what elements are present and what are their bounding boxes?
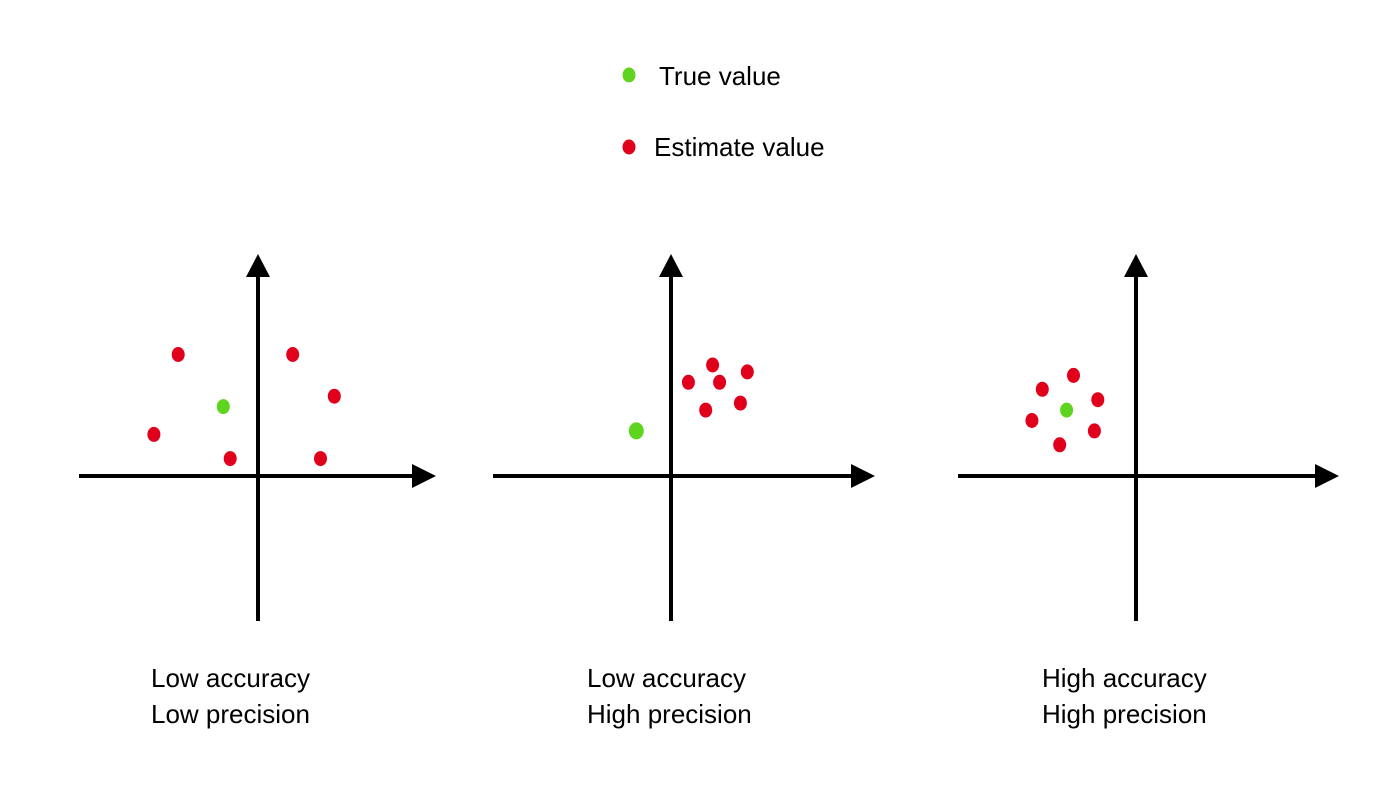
panel-3-caption-line-2: High precision (1042, 699, 1207, 729)
panel-3-caption-line-1: High accuracy (1042, 663, 1207, 693)
panel-3-x-axis-arrowhead (1315, 464, 1339, 488)
panel-2-x-axis-arrowhead (851, 464, 875, 488)
panel-1-estimate-point-2 (286, 347, 300, 362)
panel-1: Low accuracy Low precision (79, 254, 436, 729)
panel-1-axes (79, 254, 436, 621)
panel-1-true-value-point (216, 399, 230, 415)
panel-1-caption-line-2: Low precision (151, 699, 310, 729)
panel-2-estimate-point-3 (681, 374, 695, 390)
panel-2-estimate-point-1 (706, 357, 720, 373)
legend: True value Estimate value (622, 61, 825, 162)
panel-2-points (628, 357, 754, 440)
panel-3-estimate-point-4 (1025, 413, 1039, 428)
panel-1-x-axis-arrowhead (412, 464, 436, 488)
panel-3: High accuracy High precision (958, 254, 1339, 729)
panel-1-estimate-point-1 (171, 347, 185, 362)
panel-3-estimate-point-1 (1067, 367, 1080, 383)
panel-3-axes (958, 254, 1339, 621)
panel-1-estimate-point-5 (223, 451, 237, 467)
legend-estimate-value-marker (622, 139, 636, 155)
panel-2-y-axis-arrowhead (659, 254, 683, 277)
panel-2-axes (493, 254, 875, 621)
panel-2-estimate-point-2 (740, 364, 754, 380)
legend-true-value-label: True value (659, 61, 781, 91)
panel-3-points (1025, 367, 1105, 453)
panel-2-caption-line-1: Low accuracy (587, 663, 746, 693)
panel-3-estimate-point-6 (1087, 423, 1101, 439)
panel-2-true-value-point (628, 422, 644, 440)
panel-1-estimate-point-3 (327, 388, 341, 404)
panel-2-estimate-point-6 (733, 395, 747, 411)
legend-estimate-value-label: Estimate value (654, 132, 825, 162)
panel-3-estimate-point-3 (1091, 392, 1105, 408)
panel-3-y-axis-arrowhead (1124, 254, 1148, 277)
panel-2-estimate-point-5 (699, 402, 713, 418)
panel-1-estimate-point-6 (314, 451, 327, 467)
panel-2-caption-line-2: High precision (587, 699, 752, 729)
panel-3-true-value-point (1060, 402, 1074, 418)
panel-2: Low accuracy High precision (493, 254, 875, 729)
panel-1-caption-line-1: Low accuracy (151, 663, 310, 693)
panel-3-estimate-point-2 (1035, 381, 1049, 397)
panel-3-estimate-point-5 (1053, 437, 1067, 453)
panel-1-y-axis-arrowhead (246, 254, 270, 277)
panel-1-estimate-point-4 (147, 426, 161, 442)
panel-2-estimate-point-4 (713, 374, 727, 390)
panel-1-points (147, 347, 341, 467)
legend-true-value-marker (622, 67, 636, 83)
